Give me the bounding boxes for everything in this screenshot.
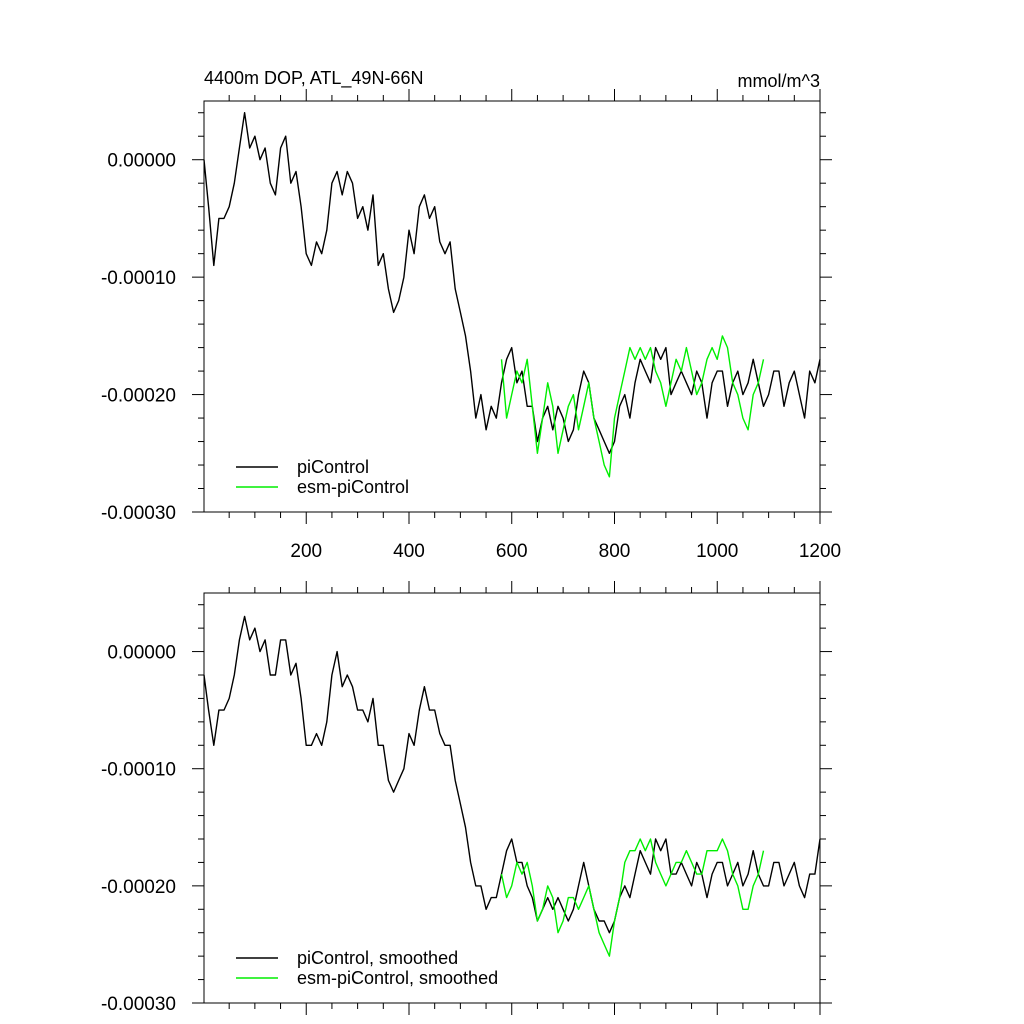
top-panel: 200 400 600 800 1000 1200 0.00000 -0.00010 -0.00… [101,89,841,562]
units-label: mmol/m^3 [738,71,820,91]
x-tick-label: 400 [393,541,425,562]
bottom-panel: 0.00000 -0.00010 -0.00020 -0.00030 piControl… [101,581,832,1015]
series-line-esm-picontrol [500,335,765,478]
y-tick-label: -0.00020 [101,877,176,898]
plot-frame [203,592,821,1004]
y-tick-label: -0.00030 [101,994,176,1015]
y-tick-label: -0.00030 [101,503,176,524]
chart-title: 4400m DOP, ATL_49N-66N [204,68,423,89]
x-tick-label: 200 [290,541,322,562]
y-tick-label: -0.00010 [101,268,176,289]
series-line-picontrol [203,615,821,934]
y-tick-label: -0.00010 [101,760,176,781]
y-tick-label: 0.00000 [107,151,176,172]
legend-label: piControl [297,457,369,477]
legend-label: esm-piControl, smoothed [297,968,498,988]
legend-label: piControl, smoothed [297,948,458,968]
plot-frame [203,100,821,513]
x-tick-label: 1200 [799,541,841,562]
x-tick-label: 600 [496,541,528,562]
x-tick-label: 800 [599,541,631,562]
y-tick-label: 0.00000 [107,643,176,664]
series-line-esm-picontrol [500,838,765,957]
legend-label: esm-piControl [297,477,409,497]
series-line-picontrol [203,111,821,454]
x-tick-label: 1000 [696,541,738,562]
y-tick-label: -0.00020 [101,386,176,407]
